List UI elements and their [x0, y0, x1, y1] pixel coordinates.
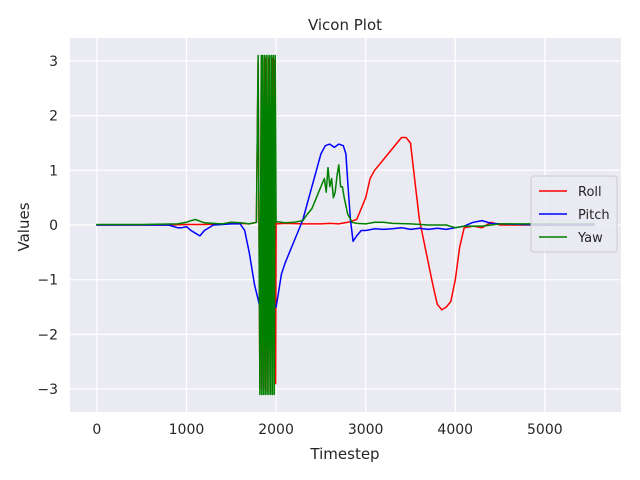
- x-tick-label: 1000: [169, 422, 205, 438]
- series-layer: [96, 54, 595, 396]
- y-tick-labels: −3 −2 −1 0 1 2 3: [37, 54, 58, 398]
- legend-label-roll: Roll: [578, 185, 602, 200]
- x-tick-label: 5000: [527, 422, 563, 438]
- grid-lines: [70, 38, 621, 412]
- chart-title: Vicon Plot: [308, 16, 382, 34]
- y-tick-label: 2: [49, 109, 58, 125]
- y-tick-label: −1: [37, 273, 58, 289]
- series-line-yaw: [96, 54, 595, 396]
- y-axis-title: Values: [15, 202, 33, 251]
- x-tick-label: 0: [92, 422, 101, 438]
- y-tick-label: 1: [49, 163, 58, 179]
- y-tick-label: 0: [49, 218, 58, 234]
- legend-box: [530, 175, 618, 253]
- y-tick-label: 3: [49, 54, 58, 70]
- x-tick-labels: 0 1000 2000 3000 4000 5000: [92, 422, 562, 438]
- legend-label-pitch: Pitch: [578, 208, 610, 223]
- x-axis-title: Timestep: [309, 445, 379, 463]
- x-tick-label: 4000: [437, 422, 473, 438]
- y-tick-label: −2: [37, 327, 58, 343]
- x-tick-label: 3000: [348, 422, 384, 438]
- legend-label-yaw: Yaw: [577, 231, 603, 246]
- y-tick-label: −3: [37, 382, 58, 398]
- series-line-pitch: [96, 143, 595, 311]
- x-tick-label: 2000: [258, 422, 294, 438]
- legend: Roll Pitch Yaw: [530, 175, 618, 253]
